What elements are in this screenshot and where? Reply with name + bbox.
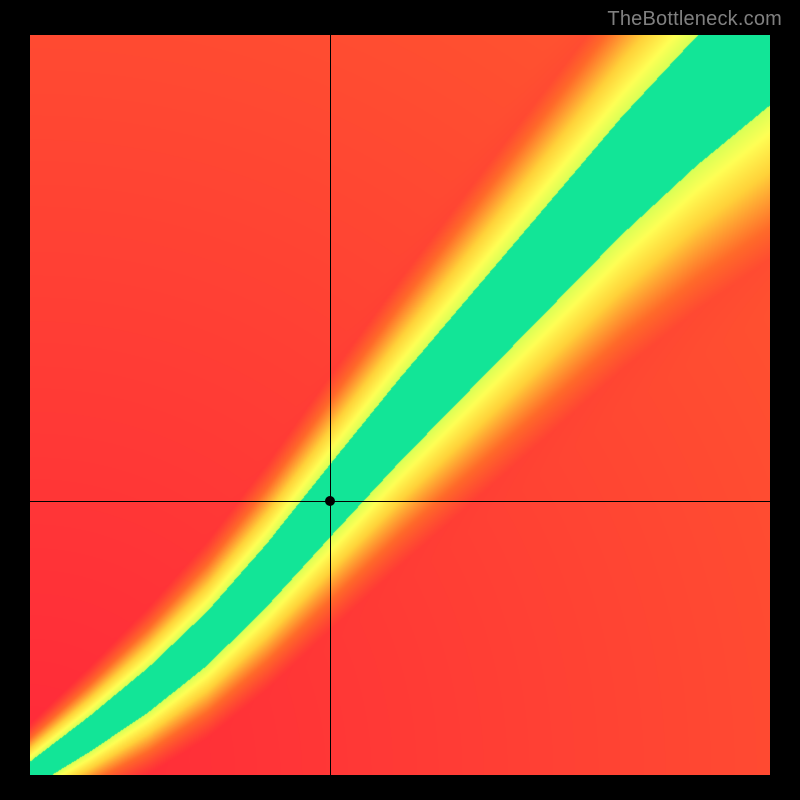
- marker-point: [325, 496, 335, 506]
- crosshair-vertical: [330, 35, 331, 775]
- watermark-text: TheBottleneck.com: [607, 8, 782, 31]
- crosshair-horizontal: [30, 501, 770, 502]
- heatmap-canvas: [30, 35, 770, 775]
- heatmap-plot-area: [30, 35, 770, 775]
